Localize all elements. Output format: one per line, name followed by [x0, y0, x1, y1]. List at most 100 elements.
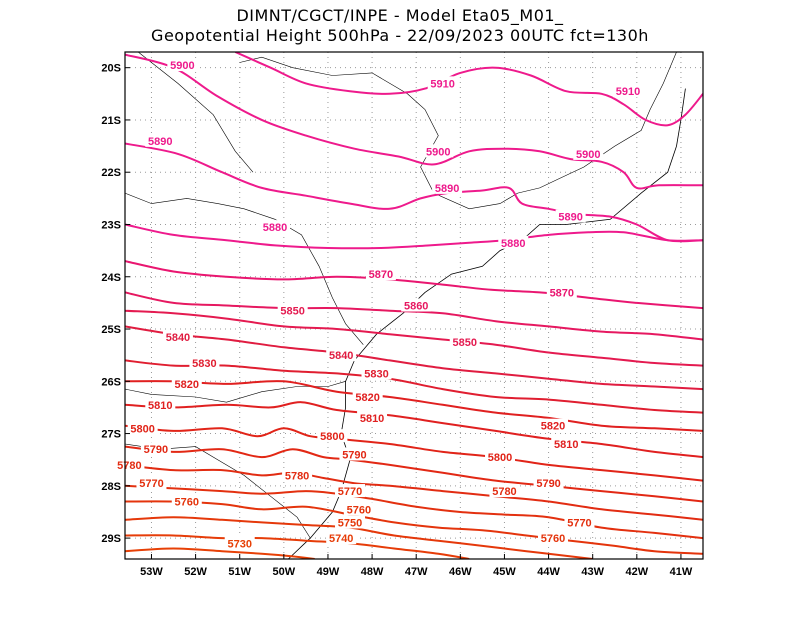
contour-label-5760: 5760: [541, 533, 565, 545]
contour-5740: [125, 534, 470, 559]
contour-label-bg: [171, 376, 202, 390]
contour-label-5780: 5780: [492, 486, 516, 498]
contour-label-5810: 5810: [360, 413, 384, 425]
x-tick-label: 43W: [581, 566, 604, 578]
contour-5810: [125, 401, 703, 459]
contour-5870: [125, 260, 703, 310]
contour-label-5870: 5870: [369, 269, 393, 281]
contour-label-5810: 5810: [148, 400, 172, 412]
contour-label-5740: 5740: [329, 533, 353, 545]
contour-label-bg: [432, 180, 463, 194]
x-tick-label: 45W: [493, 566, 516, 578]
contour-label-5770: 5770: [567, 517, 591, 529]
contour-label-5900: 5900: [170, 60, 194, 72]
contour-label-bg: [282, 468, 313, 482]
contour-label-5910: 5910: [616, 86, 640, 98]
contour-label-bg: [352, 389, 383, 403]
x-tick-label: 49W: [317, 566, 340, 578]
contour-label-5760: 5760: [347, 504, 371, 516]
contour-label-5900: 5900: [576, 149, 600, 161]
x-tick-label: 53W: [140, 566, 163, 578]
contour-label-bg: [343, 502, 374, 516]
contour-5790: [125, 445, 703, 503]
contour-5800: [125, 424, 703, 482]
x-tick-label: 44W: [537, 566, 560, 578]
contour-label-5790: 5790: [536, 478, 560, 490]
y-tick-label: 29S: [101, 533, 121, 545]
contour-label-5840: 5840: [166, 332, 190, 344]
contour-label-5750: 5750: [338, 517, 362, 529]
y-tick-label: 26S: [101, 376, 121, 388]
contour-label-5850: 5850: [452, 337, 476, 349]
x-tick-label: 42W: [626, 566, 649, 578]
y-tick-label: 28S: [101, 481, 121, 493]
contour-5820: [125, 380, 703, 432]
x-tick-label: 48W: [361, 566, 384, 578]
contour-label-bg: [145, 133, 176, 147]
contour-5750: [125, 516, 593, 559]
contour-label-bg: [555, 209, 586, 223]
y-tick-label: 21S: [101, 115, 121, 127]
contour-label-bg: [449, 335, 480, 349]
contour-label-5890: 5890: [148, 136, 172, 148]
contour-label-5830: 5830: [364, 368, 388, 380]
contour-label-5820: 5820: [541, 421, 565, 433]
contour-label-bg: [537, 531, 568, 545]
x-tick-label: 47W: [405, 566, 428, 578]
contour-label-5790: 5790: [144, 444, 168, 456]
y-tick-label: 20S: [101, 63, 121, 75]
contour-label-bg: [401, 298, 432, 312]
y-tick-label: 23S: [101, 219, 121, 231]
contour-label-5850: 5850: [280, 306, 304, 318]
contour-label-bg: [489, 484, 520, 498]
contour-label-5800: 5800: [130, 423, 154, 435]
y-tick-label: 27S: [101, 429, 121, 441]
contour-label-5910: 5910: [430, 78, 454, 90]
contour-5860: [125, 291, 703, 341]
x-tick-label: 41W: [670, 566, 693, 578]
y-tick-label: 24S: [101, 272, 121, 284]
contour-label-5760: 5760: [175, 497, 199, 509]
x-tick-label: 51W: [228, 566, 251, 578]
contour-label-bg: [365, 267, 396, 281]
contour-5910: [234, 52, 703, 127]
contour-label-5780: 5780: [285, 470, 309, 482]
contour-label-5860: 5860: [404, 301, 428, 313]
contour-label-bg: [189, 355, 220, 369]
contour-label-5820: 5820: [175, 379, 199, 391]
contour-label-bg: [317, 429, 348, 443]
y-tick-label: 25S: [101, 324, 121, 336]
contour-label-bg: [167, 58, 198, 72]
contour-label-bg: [145, 397, 176, 411]
contour-5760: [125, 500, 703, 555]
contour-label-bg: [171, 494, 202, 508]
state-border: [125, 381, 346, 403]
contour-label-5880: 5880: [501, 238, 525, 250]
contour-label-bg: [326, 348, 357, 362]
contour-label-bg: [260, 220, 291, 234]
x-tick-label: 50W: [273, 566, 296, 578]
contour-label-bg: [335, 484, 366, 498]
plot-frame: [124, 51, 704, 560]
title-line-1: DIMNT/CGCT/INPE - Model Eta05_M01_: [236, 6, 564, 25]
contour-label-bg: [162, 329, 193, 343]
contour-label-bg: [357, 410, 388, 424]
contour-label-5800: 5800: [320, 431, 344, 443]
contour-label-5770: 5770: [338, 486, 362, 498]
height-contours: [125, 52, 703, 559]
contour-label-5890: 5890: [435, 183, 459, 195]
contour-label-5870: 5870: [550, 287, 574, 299]
contour-label-bg: [423, 144, 454, 158]
contour-5770: [125, 484, 703, 540]
x-tick-label: 52W: [184, 566, 207, 578]
contour-label-5830: 5830: [192, 358, 216, 370]
contour-label-bg: [140, 442, 171, 456]
contour-label-bg: [546, 285, 577, 299]
contour-5900: [125, 53, 703, 190]
contour-label-bg: [326, 531, 357, 545]
contour-label-bg: [537, 418, 568, 432]
contour-label-5840: 5840: [329, 350, 353, 362]
x-tick-label: 46W: [449, 566, 472, 578]
contour-label-bg: [136, 476, 167, 490]
